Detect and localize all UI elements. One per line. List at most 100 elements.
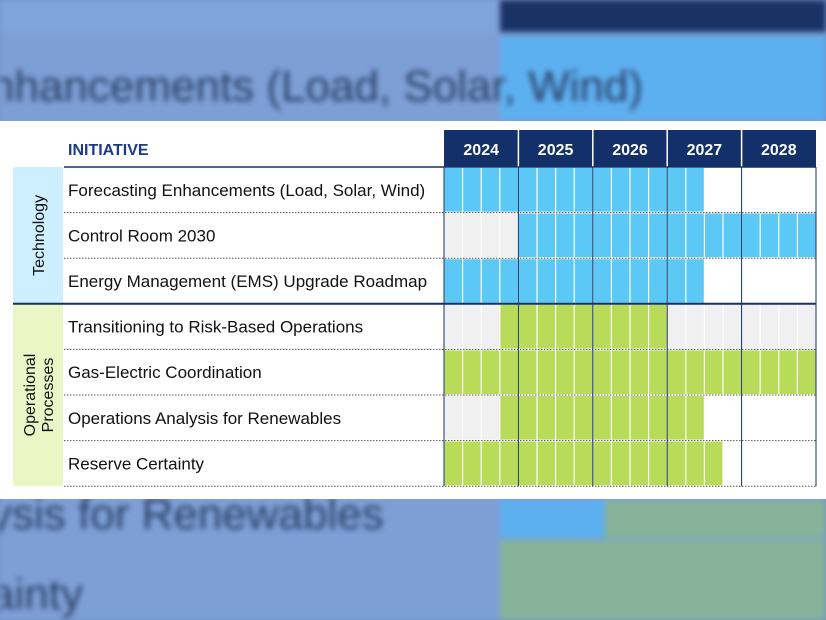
year-header-label: 2028 bbox=[761, 142, 797, 159]
gantt-bar-segment bbox=[555, 396, 575, 440]
row-label: Operations Analysis for Renewables bbox=[68, 409, 341, 428]
year-header-label: 2027 bbox=[687, 142, 723, 159]
gantt-bar-segment bbox=[518, 259, 537, 303]
gantt-empty-cell bbox=[741, 396, 761, 440]
gantt-bar-segment bbox=[648, 259, 668, 303]
gantt-chart: Technology OperationalProcesses INITIATIVE… bbox=[13, 130, 817, 487]
gantt-bar-segment bbox=[704, 350, 723, 394]
gantt-bar-segment bbox=[462, 350, 482, 394]
gantt-bar-segment bbox=[630, 213, 649, 258]
gantt-bar-segment bbox=[481, 259, 500, 303]
gantt-bar-segment bbox=[499, 441, 519, 486]
gantt-bar-segment bbox=[667, 396, 686, 440]
gantt-bar-segment bbox=[630, 441, 649, 486]
gantt-empty-cell bbox=[797, 304, 816, 349]
year-header-cell bbox=[592, 130, 668, 167]
gantt-bar-segment bbox=[648, 168, 668, 212]
background-bar bbox=[500, 540, 826, 620]
gantt-empty-cell bbox=[760, 304, 779, 349]
gantt-empty-cell bbox=[741, 304, 761, 349]
gantt-bar-segment bbox=[741, 213, 761, 258]
gantt-bar-segment bbox=[630, 350, 649, 394]
gantt-bar-segment bbox=[760, 350, 779, 394]
year-header-label: 2025 bbox=[538, 142, 574, 159]
group-label: Technology bbox=[31, 195, 48, 276]
gantt-bar-segment bbox=[499, 396, 519, 440]
gantt-bar-segment bbox=[574, 396, 593, 440]
gantt-empty-cell bbox=[797, 168, 816, 212]
gantt-bar-segment bbox=[648, 304, 668, 349]
group-band bbox=[13, 303, 63, 487]
gantt-bar-segment bbox=[685, 396, 705, 440]
gantt-bar-segment bbox=[667, 213, 686, 258]
gantt-bar-segment bbox=[611, 350, 630, 394]
gantt-bar-segment bbox=[611, 396, 630, 440]
gantt-bar-segment bbox=[462, 441, 482, 486]
gantt-bar-segment bbox=[648, 213, 668, 258]
gantt-bar-segment bbox=[704, 213, 723, 258]
gantt-bar-segment bbox=[611, 168, 630, 212]
gantt-bar-segment bbox=[499, 350, 519, 394]
gantt-bar-segment bbox=[667, 168, 686, 212]
year-header-label: 2024 bbox=[463, 142, 499, 159]
gantt-bar-segment bbox=[648, 350, 668, 394]
gantt-empty-cell bbox=[760, 441, 779, 486]
gantt-bar-segment bbox=[592, 259, 612, 303]
gantt-empty-cell bbox=[462, 213, 482, 258]
gantt-bar-segment bbox=[611, 259, 630, 303]
gantt-bar-segment bbox=[555, 168, 575, 212]
gantt-bar-segment bbox=[574, 259, 593, 303]
gantt-bar-segment bbox=[611, 304, 630, 349]
gantt-empty-cell bbox=[462, 396, 482, 440]
gantt-empty-cell bbox=[444, 396, 463, 440]
gantt-empty-cell bbox=[741, 168, 761, 212]
gantt-bar-segment bbox=[518, 441, 537, 486]
gantt-empty-cell bbox=[741, 441, 761, 486]
group-band bbox=[13, 167, 63, 304]
gantt-empty-cell bbox=[723, 259, 742, 303]
gantt-bar-segment bbox=[741, 350, 761, 394]
gantt-empty-cell bbox=[778, 304, 798, 349]
gantt-empty-cell bbox=[481, 213, 500, 258]
gantt-empty-cell bbox=[481, 396, 500, 440]
gantt-empty-cell bbox=[797, 259, 816, 303]
gantt-empty-cell bbox=[797, 441, 816, 486]
gantt-bar-segment bbox=[518, 304, 537, 349]
gantt-empty-cell bbox=[462, 304, 482, 349]
gantt-bar-segment bbox=[537, 259, 556, 303]
gantt-bar-segment bbox=[667, 441, 686, 486]
gantt-bar-segment bbox=[555, 259, 575, 303]
gantt-bar-segment bbox=[518, 168, 537, 212]
gantt-empty-cell bbox=[778, 396, 798, 440]
gantt-bar-segment bbox=[685, 441, 705, 486]
gantt-bar-segment bbox=[555, 441, 575, 486]
year-header-cell bbox=[518, 130, 593, 167]
gantt-bar-segment bbox=[518, 396, 537, 440]
gantt-bar-segment bbox=[537, 396, 556, 440]
gantt-bar-segment bbox=[518, 213, 537, 258]
row-label: Forecasting Enhancements (Load, Solar, W… bbox=[68, 181, 425, 200]
year-header-cell bbox=[444, 130, 519, 167]
gantt-empty-cell bbox=[667, 304, 686, 349]
gantt-bar-segment bbox=[537, 350, 556, 394]
gantt-bar-segment bbox=[592, 350, 612, 394]
gantt-bar-segment bbox=[592, 168, 612, 212]
gantt-empty-cell bbox=[481, 304, 500, 349]
gantt-bar-segment bbox=[630, 396, 649, 440]
gantt-bar-segment bbox=[648, 441, 668, 486]
row-label: Transitioning to Risk-Based Operations bbox=[68, 318, 363, 337]
gantt-bar-segment bbox=[499, 304, 519, 349]
gantt-bar-segment bbox=[592, 396, 612, 440]
gantt-bar-segment bbox=[444, 168, 463, 212]
gantt-empty-cell bbox=[760, 396, 779, 440]
gantt-empty-cell bbox=[778, 259, 798, 303]
gantt-bar-segment bbox=[499, 168, 519, 212]
gantt-bar-segment bbox=[481, 350, 500, 394]
gantt-bar-segment bbox=[537, 441, 556, 486]
gantt-bar-segment bbox=[537, 213, 556, 258]
gantt-bar-segment bbox=[537, 304, 556, 349]
gantt-empty-cell bbox=[704, 259, 723, 303]
gantt-bar-segment bbox=[667, 350, 686, 394]
gantt-bar-segment bbox=[462, 259, 482, 303]
gantt-empty-cell bbox=[704, 304, 723, 349]
